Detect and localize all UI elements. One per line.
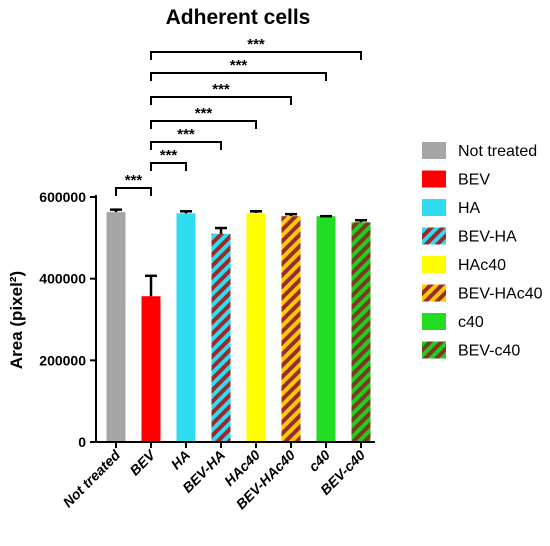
- error-bar: [215, 226, 227, 234]
- significance-label: ***: [195, 105, 213, 122]
- legend-label: Not treated: [458, 143, 537, 160]
- bar-ha: [176, 213, 196, 442]
- bar-c40: [316, 216, 336, 442]
- error-bar: [355, 219, 367, 223]
- legend-item: BEV-c40: [422, 341, 520, 360]
- y-tick-label: 200000: [39, 352, 86, 368]
- significance-label: ***: [212, 81, 230, 98]
- significance-bracket: ***: [150, 126, 222, 150]
- legend-swatch: [422, 313, 446, 330]
- legend-label: BEV-HA: [458, 229, 517, 246]
- significance-label: ***: [160, 147, 178, 164]
- significance-bracket: ***: [115, 172, 152, 196]
- y-axis-label: Area (pixel²): [7, 271, 26, 369]
- legend-swatch: [422, 170, 446, 188]
- significance-bracket: ***: [150, 81, 292, 105]
- error-bar: [285, 212, 297, 217]
- error-bar: [110, 208, 122, 213]
- bar-hac40: [246, 212, 266, 442]
- error-bar: [145, 274, 157, 297]
- bars: [106, 208, 371, 442]
- legend-swatch: [422, 341, 446, 359]
- bar-bev-c40: [351, 222, 371, 442]
- significance-label: ***: [230, 57, 248, 74]
- legend-swatch: [422, 142, 446, 159]
- legend-swatch: [422, 199, 446, 216]
- y-tick-label: 400000: [39, 271, 86, 287]
- bar-bev-hac40: [281, 216, 301, 442]
- legend-label: BEV: [458, 172, 490, 189]
- legend-item: BEV: [422, 170, 490, 189]
- significance-bracket: ***: [150, 147, 187, 171]
- significance-label: ***: [247, 36, 265, 53]
- significance-bracket: ***: [150, 57, 327, 81]
- x-tick-label: Not treated: [60, 446, 124, 510]
- significance-bracket: ***: [150, 36, 362, 60]
- legend-label: BEV-HAc40: [458, 286, 543, 303]
- legend-item: c40: [422, 313, 484, 331]
- legend-swatch: [422, 256, 446, 273]
- error-bar: [250, 210, 262, 213]
- legend-item: HAc40: [422, 256, 506, 274]
- bar-bev-ha: [211, 233, 231, 442]
- legend-label: BEV-c40: [458, 343, 520, 360]
- x-tick-label: c40: [305, 447, 333, 475]
- legend-item: HA: [422, 199, 481, 217]
- legend-swatch: [422, 227, 446, 245]
- legend: Not treated BEV HA BEV-HA HAc40 BEV-HAc40 c40 B…: [422, 142, 543, 360]
- x-tick-label: BEV: [126, 446, 159, 479]
- significance-bracket: ***: [150, 105, 257, 129]
- legend-swatch: [422, 284, 446, 302]
- significance-brackets: *********************: [115, 36, 362, 196]
- legend-label: HA: [458, 200, 481, 217]
- y-tick-label: 600000: [39, 189, 86, 205]
- y-tick-label: 0: [78, 434, 86, 450]
- legend-item: BEV-HAc40: [422, 284, 543, 303]
- legend-item: Not treated: [422, 142, 537, 160]
- x-tick-label: HA: [167, 447, 193, 473]
- significance-label: ***: [177, 126, 195, 143]
- legend-item: BEV-HA: [422, 227, 517, 246]
- legend-label: c40: [458, 314, 484, 331]
- bar-not-treated: [106, 212, 126, 442]
- legend-label: HAc40: [458, 257, 506, 274]
- error-bar: [180, 210, 192, 214]
- bar-bev: [141, 296, 161, 442]
- chart-title: Adherent cells: [166, 6, 311, 29]
- significance-label: ***: [125, 172, 143, 189]
